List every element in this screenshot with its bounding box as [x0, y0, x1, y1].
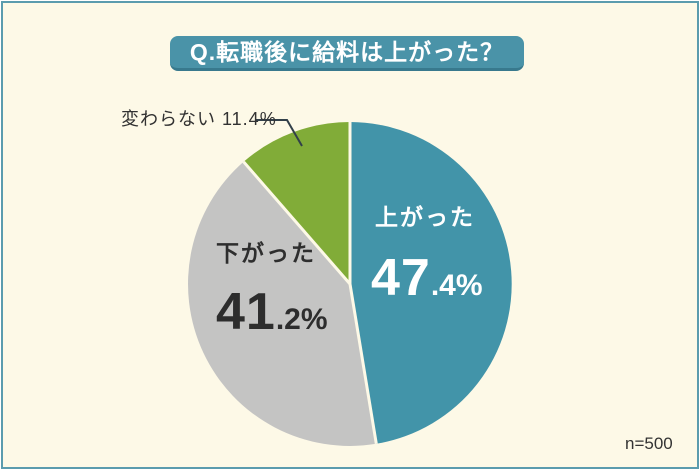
callout-leader-line: [255, 119, 303, 147]
pie-separator-line: [242, 160, 352, 285]
sample-size-label: n=500: [625, 434, 673, 453]
slice-value-decreased-int: 41: [216, 283, 276, 341]
pie-slice-1: [188, 161, 377, 446]
slice-value-increased-frac: .4%: [430, 269, 483, 302]
chart-title: Q.転職後に給料は上がった？: [189, 38, 505, 65]
chart-title-bar: Q.転職後に給料は上がった？: [170, 36, 524, 71]
slice-value-decreased: 41.2%: [216, 286, 328, 338]
pie-slice-2: [243, 121, 350, 284]
slice-value-increased-int: 47: [371, 249, 431, 307]
slice-callout-unchanged: 変わらない 11.4%: [121, 109, 277, 129]
slice-label-decreased: 下がった: [216, 240, 316, 266]
slice-value-decreased-frac: .2%: [275, 303, 328, 336]
slice-label-increased: 上がった: [375, 204, 475, 230]
pie-slice-0: [350, 122, 512, 444]
pie-separator-line: [348, 283, 378, 445]
pie-svg: [188, 119, 512, 446]
pie-slice-separators: [242, 122, 378, 445]
pie-slices: [188, 121, 512, 446]
slice-value-increased: 47.4%: [371, 252, 483, 304]
